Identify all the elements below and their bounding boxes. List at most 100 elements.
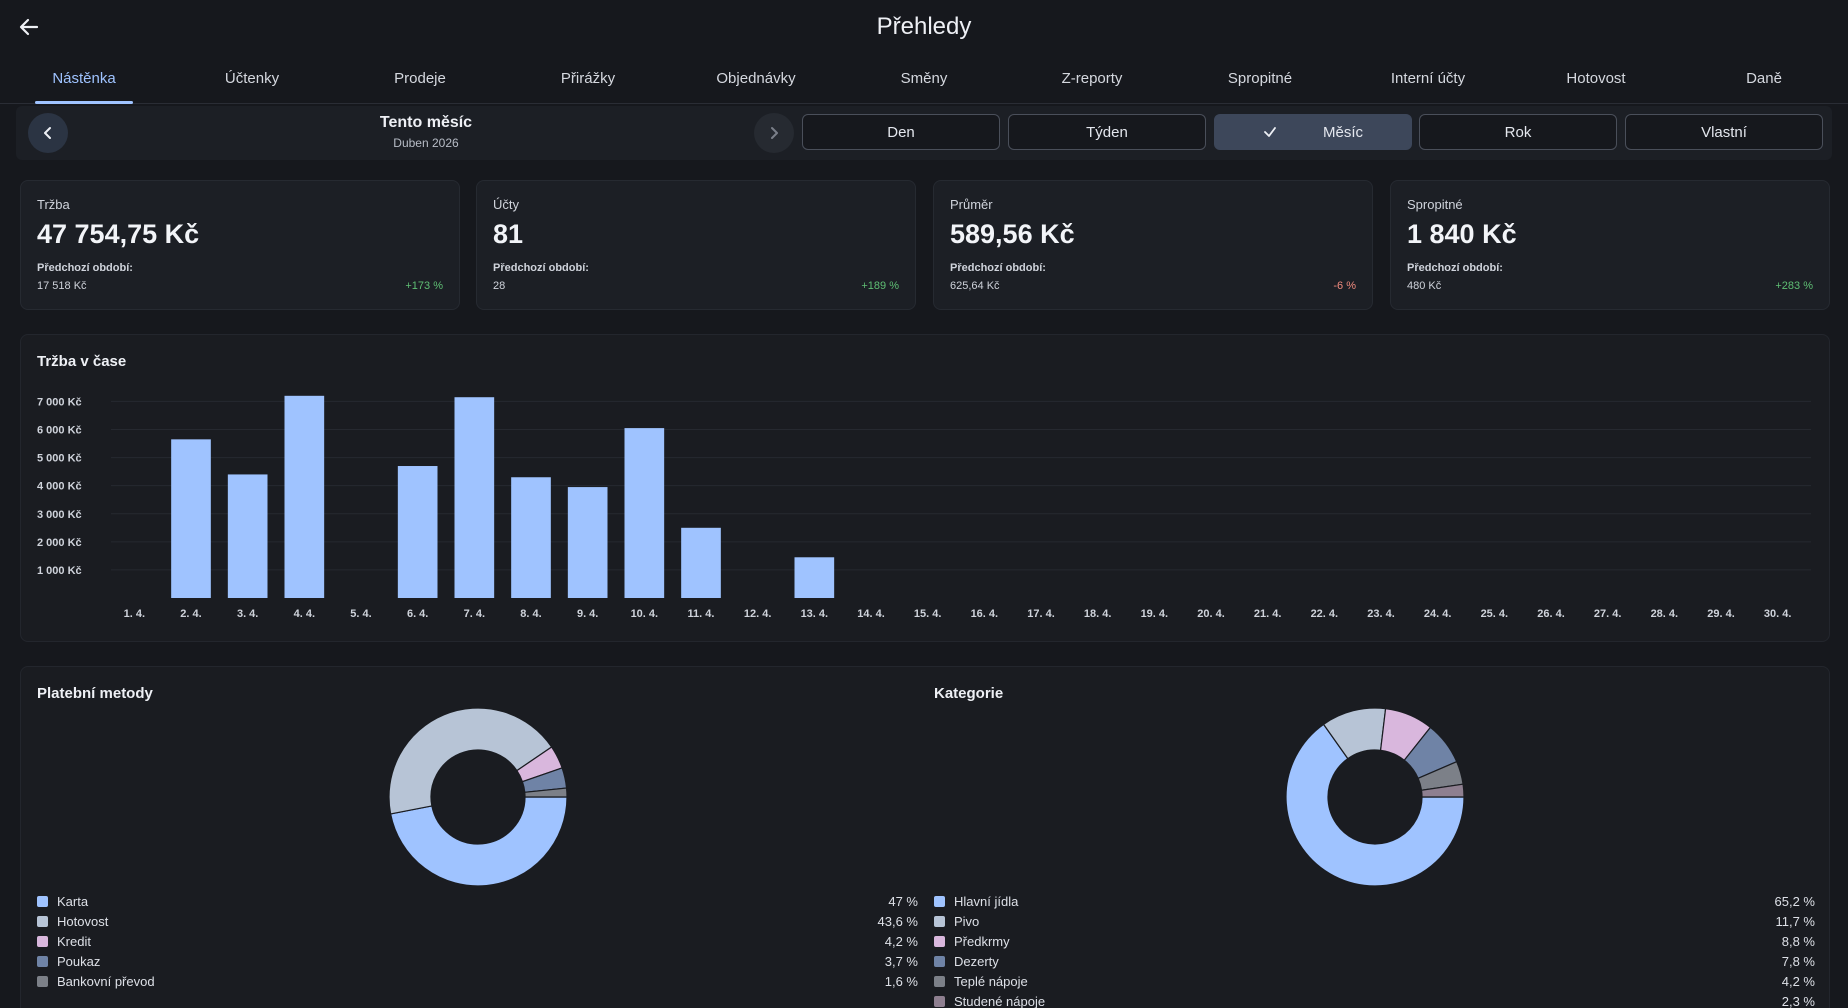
payments-title: Platební metody bbox=[37, 685, 153, 702]
x-tick-label: 2. 4. bbox=[180, 608, 201, 620]
pie-slice[interactable] bbox=[1285, 723, 1465, 887]
period-option-month[interactable]: Měsíc bbox=[1214, 114, 1412, 150]
kpi-value: 81 bbox=[493, 219, 524, 249]
kpi-label: Tržba bbox=[37, 197, 70, 212]
legend-swatch bbox=[934, 895, 945, 907]
kpi-value: 589,56 Kč bbox=[950, 219, 1075, 249]
kpi-card-tips: Spropitné 1 840 Kč Předchozí období: 480… bbox=[1390, 180, 1830, 310]
legend-label: Dezerty bbox=[954, 953, 999, 969]
categories-title: Kategorie bbox=[934, 685, 1004, 702]
bar[interactable] bbox=[171, 439, 211, 598]
legend-item: Hotovost 43,6 % bbox=[37, 911, 918, 931]
legend-swatch bbox=[934, 995, 945, 1007]
y-tick-label: 6 000 Kč bbox=[37, 425, 82, 437]
period-option-year[interactable]: Rok bbox=[1419, 114, 1617, 150]
period-title: Tento měsíc bbox=[379, 114, 473, 131]
x-tick-label: 18. 4. bbox=[1084, 608, 1112, 620]
legend-swatch bbox=[934, 955, 945, 967]
bar[interactable] bbox=[624, 428, 665, 598]
tab-7[interactable]: Spropitné bbox=[1227, 70, 1293, 87]
tab-10[interactable]: Daně bbox=[1746, 70, 1782, 87]
x-tick-label: 1. 4. bbox=[124, 608, 145, 620]
period-option-label: Den bbox=[887, 123, 915, 141]
y-tick-label: 2 000 Kč bbox=[37, 537, 82, 549]
chart-title: Tržba v čase bbox=[37, 353, 127, 370]
legend-item: Dezerty 7,8 % bbox=[934, 951, 1815, 971]
period-option-custom[interactable]: Vlastní bbox=[1625, 114, 1823, 150]
x-tick-label: 25. 4. bbox=[1481, 608, 1509, 620]
bar[interactable] bbox=[567, 487, 608, 598]
pie-slice[interactable] bbox=[1420, 783, 1465, 798]
page-title: Přehledy bbox=[876, 13, 972, 40]
x-tick-label: 5. 4. bbox=[350, 608, 371, 620]
legend-percent: 11,7 % bbox=[1775, 913, 1815, 929]
legend-swatch bbox=[934, 935, 945, 947]
kpi-change: +283 % bbox=[1775, 280, 1813, 292]
bar[interactable] bbox=[794, 557, 835, 598]
legend-item: Studené nápoje 2,3 % bbox=[934, 991, 1815, 1008]
legend-percent: 47 % bbox=[888, 893, 918, 909]
kpi-previous-value: 17 518 Kč bbox=[37, 280, 87, 292]
legend-percent: 4,2 % bbox=[1781, 973, 1815, 989]
revenue-bar-chart: 1 000 Kč 2 000 Kč 3 000 Kč 4 000 Kč 5 000 Kč… bbox=[37, 395, 1811, 620]
x-tick-label: 28. 4. bbox=[1651, 608, 1679, 620]
period-option-week[interactable]: Týden bbox=[1008, 114, 1206, 150]
legend-swatch bbox=[37, 975, 48, 987]
period-option-label: Rok bbox=[1504, 123, 1532, 141]
legend-item: Předkrmy 8,8 % bbox=[934, 931, 1815, 951]
x-tick-label: 16. 4. bbox=[971, 608, 999, 620]
legend-swatch bbox=[934, 915, 945, 927]
x-tick-label: 27. 4. bbox=[1594, 608, 1622, 620]
legend-swatch bbox=[37, 935, 48, 947]
back-button[interactable] bbox=[14, 12, 44, 42]
chevron-right-icon bbox=[771, 127, 778, 139]
tab-9[interactable]: Hotovost bbox=[1566, 70, 1626, 87]
pie-slice[interactable] bbox=[388, 707, 553, 815]
x-tick-label: 12. 4. bbox=[744, 608, 772, 620]
pie-slice[interactable] bbox=[524, 787, 568, 798]
legend-percent: 3,7 % bbox=[884, 953, 918, 969]
bar[interactable] bbox=[284, 395, 325, 598]
tab-0[interactable]: Nástěnka bbox=[0, 62, 168, 103]
kpi-card-revenue: Tržba 47 754,75 Kč Předchozí období: 17 … bbox=[20, 180, 460, 310]
legend-swatch bbox=[934, 975, 945, 987]
x-tick-label: 15. 4. bbox=[914, 608, 942, 620]
tab-3[interactable]: Přirážky bbox=[560, 70, 616, 87]
x-tick-label: 3. 4. bbox=[237, 608, 258, 620]
x-tick-label: 19. 4. bbox=[1141, 608, 1169, 620]
legend-label: Studené nápoje bbox=[954, 993, 1046, 1008]
tab-4[interactable]: Objednávky bbox=[716, 70, 796, 87]
tab-1[interactable]: Účtenky bbox=[224, 70, 280, 87]
tab-8[interactable]: Interní účty bbox=[1390, 70, 1466, 87]
legend-label: Bankovní převod bbox=[57, 973, 155, 989]
bar[interactable] bbox=[511, 477, 551, 598]
tab-bar: Nástěnka Účtenky Prodeje Přirážky Objednávky… bbox=[0, 62, 1848, 104]
kpi-value: 1 840 Kč bbox=[1407, 219, 1517, 249]
x-tick-label: 24. 4. bbox=[1424, 608, 1452, 620]
bar[interactable] bbox=[454, 397, 495, 598]
tab-6[interactable]: Z-reporty bbox=[1061, 70, 1123, 87]
bar[interactable] bbox=[227, 474, 268, 598]
x-tick-label: 13. 4. bbox=[801, 608, 829, 620]
bar[interactable] bbox=[397, 466, 438, 598]
x-tick-label: 21. 4. bbox=[1254, 608, 1282, 620]
tab-5[interactable]: Směny bbox=[900, 70, 948, 87]
legend-label: Poukaz bbox=[57, 953, 101, 969]
legend-percent: 43,6 % bbox=[877, 913, 918, 929]
period-option-label: Měsíc bbox=[1322, 123, 1363, 141]
legend-swatch bbox=[37, 955, 48, 967]
tab-2[interactable]: Prodeje bbox=[394, 70, 446, 87]
period-option-day[interactable]: Den bbox=[802, 114, 1000, 150]
kpi-previous-value: 480 Kč bbox=[1407, 280, 1442, 292]
pie-slice[interactable] bbox=[389, 796, 568, 887]
period-option-label: Týden bbox=[1086, 123, 1128, 141]
x-tick-label: 26. 4. bbox=[1537, 608, 1565, 620]
kpi-previous-value: 625,64 Kč bbox=[950, 280, 1000, 292]
y-tick-label: 4 000 Kč bbox=[37, 481, 82, 493]
next-period-button[interactable] bbox=[754, 113, 794, 153]
legend-label: Pivo bbox=[954, 913, 980, 929]
kpi-previous-label: Předchozí období: bbox=[950, 262, 1046, 274]
y-tick-label: 3 000 Kč bbox=[37, 509, 82, 521]
previous-period-button[interactable] bbox=[28, 113, 68, 153]
bar[interactable] bbox=[681, 527, 721, 598]
